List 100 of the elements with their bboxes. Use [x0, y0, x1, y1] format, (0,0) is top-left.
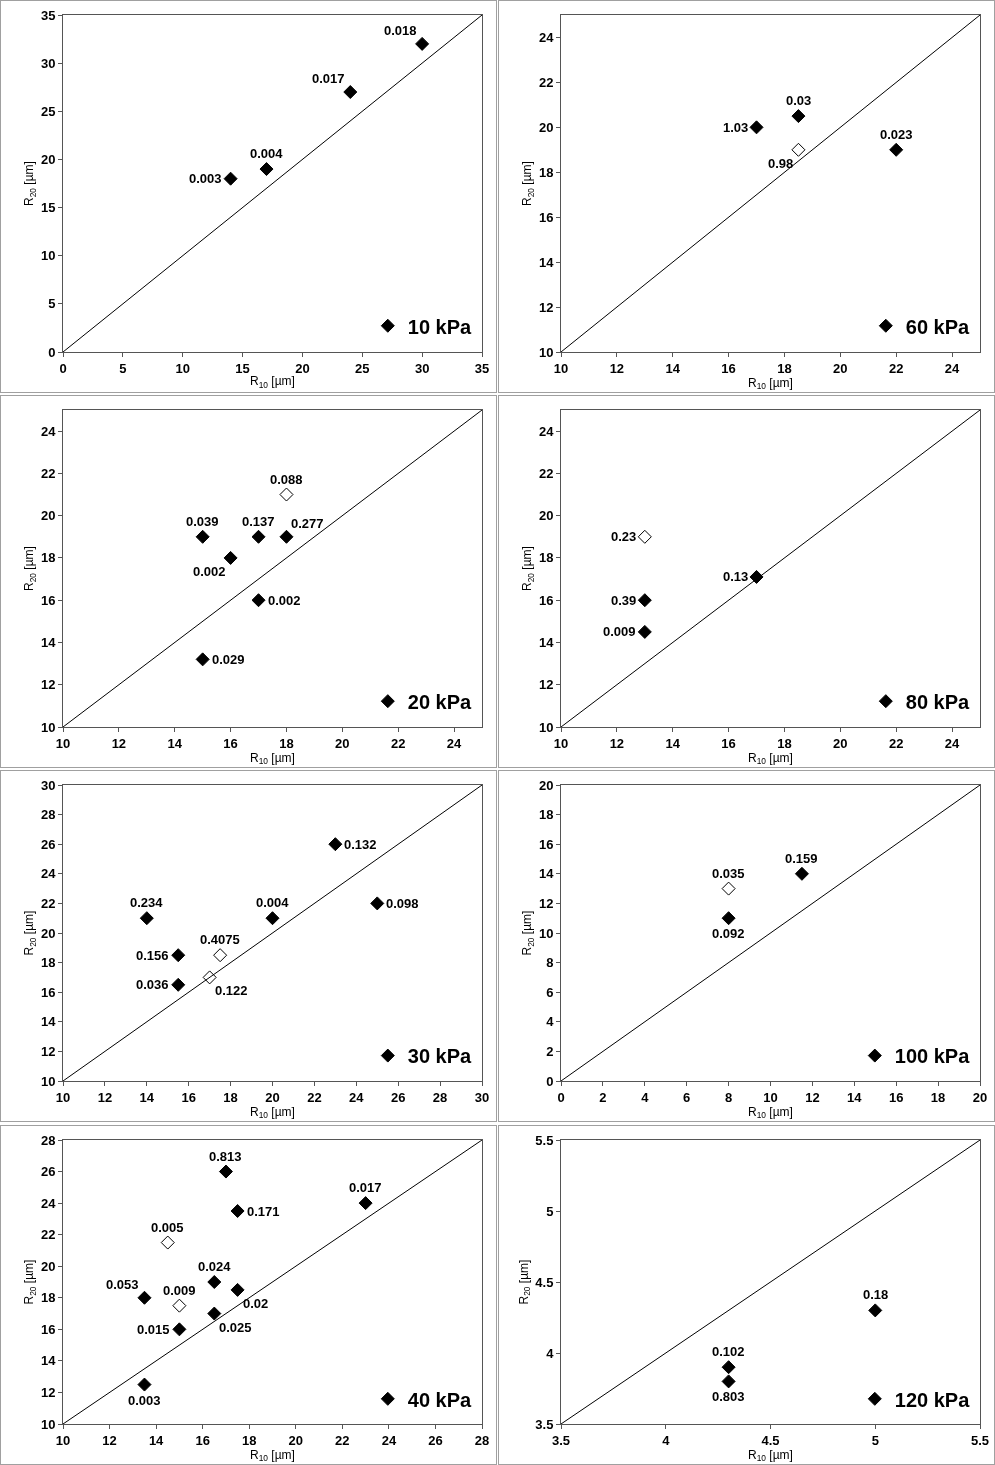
- annotation: 0.003: [189, 171, 222, 186]
- y-tick-label: 10: [538, 344, 554, 360]
- x-tick-label: 22: [307, 1089, 322, 1105]
- legend-label: 20 kPa: [407, 690, 473, 713]
- point: [207, 1306, 222, 1321]
- y-tick-label: 4: [546, 1345, 555, 1361]
- annotation: 0.003: [128, 1393, 161, 1408]
- y-tick-label: 14: [538, 866, 555, 882]
- y-tick-label: 28: [40, 807, 56, 823]
- point: [637, 624, 652, 639]
- y-tick-label: 35: [40, 7, 56, 23]
- x-tick-label: 35: [474, 360, 490, 376]
- point: [213, 948, 228, 963]
- x-tick-label: 16: [181, 1089, 196, 1105]
- x-tick-label: 18: [241, 1432, 257, 1448]
- annotation: 0.13: [723, 569, 749, 584]
- x-tick-label: 24: [381, 1432, 397, 1448]
- y-tick-label: 12: [538, 677, 554, 693]
- x-tick-label: 4: [641, 1089, 650, 1105]
- point: [230, 1282, 245, 1297]
- annotation: 0.098: [386, 896, 419, 911]
- y-tick-label: 6: [546, 984, 554, 1000]
- y-tick-label: 5.5: [535, 1132, 554, 1148]
- legend-label: 10 kPa: [407, 315, 473, 338]
- point: [794, 866, 809, 881]
- x-tick-label: 12: [102, 1432, 117, 1448]
- y-tick-label: 14: [538, 635, 555, 651]
- x-tick-label: 14: [665, 360, 681, 376]
- x-tick-label: 10: [175, 360, 190, 376]
- annotation: 0.23: [611, 529, 637, 544]
- annotation: 0.024: [198, 1259, 232, 1274]
- point: [218, 1164, 233, 1179]
- y-tick-label: 16: [538, 209, 554, 225]
- x-tick-label: 14: [847, 1089, 863, 1105]
- x-tick-label: 28: [432, 1089, 448, 1105]
- point: [172, 1298, 187, 1313]
- point: [195, 652, 210, 667]
- legend-label: 60 kPa: [905, 315, 971, 338]
- point: [230, 1204, 245, 1218]
- x-tick-label: 22: [888, 360, 904, 376]
- y-tick-label: 18: [538, 550, 554, 566]
- y-tick-label: 12: [40, 1384, 56, 1400]
- y-tick-label: 10: [538, 719, 554, 735]
- x-tick-label: 22: [335, 1432, 350, 1448]
- point: [721, 1360, 736, 1375]
- point: [279, 529, 294, 544]
- y-tick-label: 12: [538, 895, 554, 911]
- legend-label: 120 kPa: [894, 1388, 971, 1411]
- point: [137, 1290, 152, 1305]
- x-tick-label: 2: [599, 1089, 607, 1105]
- point: [791, 142, 806, 157]
- point: [328, 837, 343, 852]
- annotation: 0.122: [215, 983, 248, 998]
- annotation: 0.39: [611, 593, 637, 608]
- y-tick-label: 14: [40, 1353, 57, 1369]
- point: [343, 85, 358, 100]
- point: [279, 487, 294, 502]
- legend-label: 40 kPa: [407, 1388, 473, 1411]
- point: [791, 109, 806, 124]
- x-tick-label: 5: [119, 360, 127, 376]
- y-tick-label: 3.5: [535, 1416, 554, 1432]
- x-tick-label: 16: [721, 360, 736, 376]
- y-tick-label: 16: [538, 592, 554, 608]
- point: [251, 593, 266, 608]
- x-axis-title: R$_{10}$ [µm]: [250, 1104, 295, 1121]
- point: [251, 529, 266, 544]
- annotation: 0.017: [312, 71, 345, 86]
- x-tick-label: 14: [665, 735, 681, 751]
- annotation: 0.156: [136, 948, 169, 963]
- annotation: 0.102: [712, 1344, 745, 1359]
- y-tick-label: 10: [40, 1416, 56, 1432]
- point: [259, 162, 274, 177]
- annotation: 1.03: [723, 120, 749, 135]
- x-axis-title: R$_{10}$ [µm]: [748, 375, 793, 392]
- annotation: 0.002: [193, 564, 226, 579]
- x-tick-label: 18: [930, 1089, 946, 1105]
- y-tick-label: 24: [538, 423, 555, 439]
- x-tick-label: 14: [167, 735, 183, 751]
- annotation: 0.159: [785, 851, 818, 866]
- x-tick-label: 20: [972, 1089, 988, 1105]
- x-axis-title: R$_{10}$ [µm]: [748, 1104, 793, 1121]
- y-tick-label: 20: [40, 925, 56, 941]
- x-tick-label: 6: [683, 1089, 691, 1105]
- annotation: 0.277: [291, 516, 324, 531]
- y-tick-label: 24: [40, 423, 57, 439]
- y-tick-label: 22: [538, 465, 554, 481]
- x-tick-label: 14: [139, 1089, 155, 1105]
- y-tick-label: 26: [40, 1164, 56, 1180]
- annotation: 0.002: [268, 593, 301, 608]
- y-tick-label: 16: [40, 592, 56, 608]
- x-tick-label: 20: [295, 360, 310, 376]
- point: [415, 36, 430, 51]
- x-tick-label: 12: [609, 360, 625, 376]
- y-tick-label: 20: [40, 1258, 56, 1274]
- y-tick-label: 10: [538, 925, 554, 941]
- x-axis-title: R$_{10}$ [µm]: [748, 1447, 793, 1464]
- x-tick-label: 26: [390, 1089, 406, 1105]
- point: [207, 1275, 222, 1289]
- point: [160, 1235, 175, 1250]
- y-tick-label: 4: [546, 1014, 555, 1030]
